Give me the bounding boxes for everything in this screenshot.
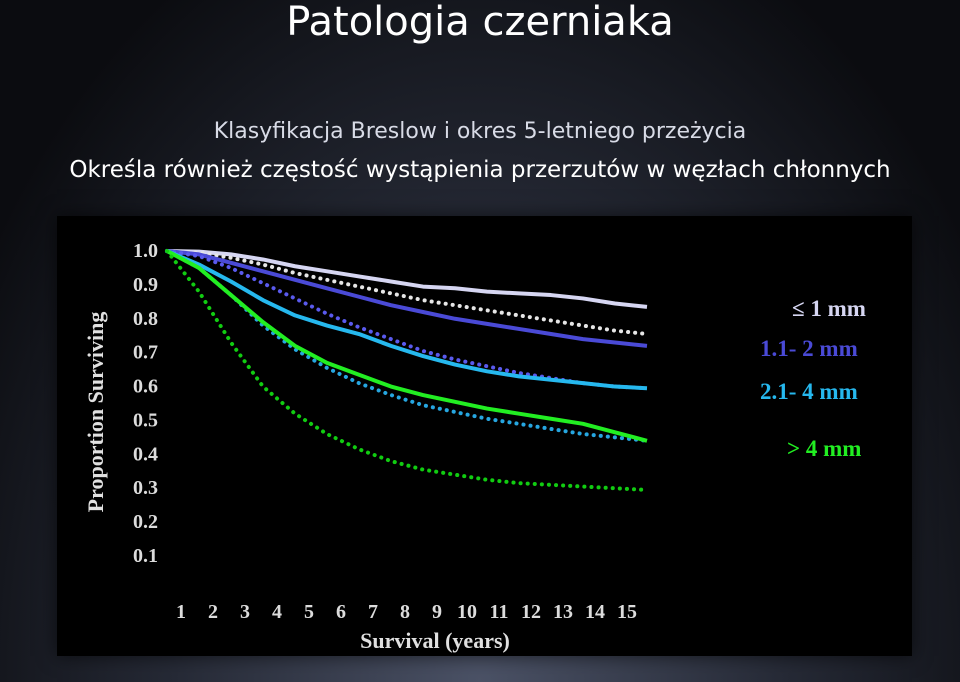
x-tick-label: 5 [304, 601, 314, 623]
series-line-dotted [165, 249, 649, 492]
slide-title: Patologia czerniaka [286, 0, 674, 45]
series-line-solid [166, 249, 648, 348]
y-tick-label: 0.7 [133, 342, 158, 364]
y-axis-label: Proportion Surviving [83, 312, 108, 513]
x-tick-label: 13 [553, 601, 573, 623]
y-tick-label: 0.3 [133, 477, 158, 499]
x-tick-label: 7 [368, 601, 378, 623]
series-line-solid [166, 249, 648, 391]
x-tick-label: 8 [400, 601, 410, 623]
x-axis-label: Survival (years) [360, 628, 510, 653]
x-tick-label: 12 [521, 601, 541, 623]
y-tick-label: 0.4 [133, 443, 158, 465]
x-tick-label: 2 [208, 601, 218, 623]
y-tick-label: 0.8 [133, 308, 158, 330]
x-tick-label: 10 [457, 601, 477, 623]
series-label: 1.1- 2 mm [760, 336, 858, 361]
series-label: > 4 mm [787, 436, 861, 461]
x-tick-label: 14 [585, 601, 605, 623]
y-tick-label: 0.2 [133, 511, 158, 533]
bullet-lymph-nodes: Określa również częstość wystąpienia prz… [69, 157, 891, 183]
series-line-solid [166, 249, 648, 309]
bullet-breslow: Klasyfikacja Breslow i okres 5-letniego … [213, 119, 747, 144]
x-tick-label: 1 [176, 601, 186, 623]
x-tick-label: 15 [617, 601, 637, 623]
x-tick-label: 11 [490, 601, 509, 623]
series-line-solid [166, 249, 648, 443]
x-tick-label: 4 [272, 601, 282, 623]
y-tick-label: 1.0 [133, 240, 158, 262]
x-tick-label: 9 [432, 601, 442, 623]
y-tick-label: 0.9 [133, 274, 158, 296]
x-tick-label: 6 [336, 601, 346, 623]
series-label: 2.1- 4 mm [760, 379, 858, 404]
y-tick-label: 0.6 [133, 376, 158, 398]
y-tick-label: 0.1 [133, 545, 158, 567]
survival-chart: 1.0 0.9 0.8 0.7 0.6 0.5 0.4 0.3 0.2 0.1 1 2 3 4 5 6 7 8 9 1… [57, 216, 912, 656]
survival-chart-svg: 1.00.90.80.70.60.50.40.30.20.11 2 3 4 5 6 7 8 9 1… [83, 240, 866, 653]
series-label: ≤ 1 mm [792, 296, 866, 321]
y-tick-label: 0.5 [133, 409, 158, 431]
x-tick-label: 3 [240, 601, 250, 623]
series-line-dotted [165, 249, 649, 443]
series-line-dotted [165, 249, 649, 391]
